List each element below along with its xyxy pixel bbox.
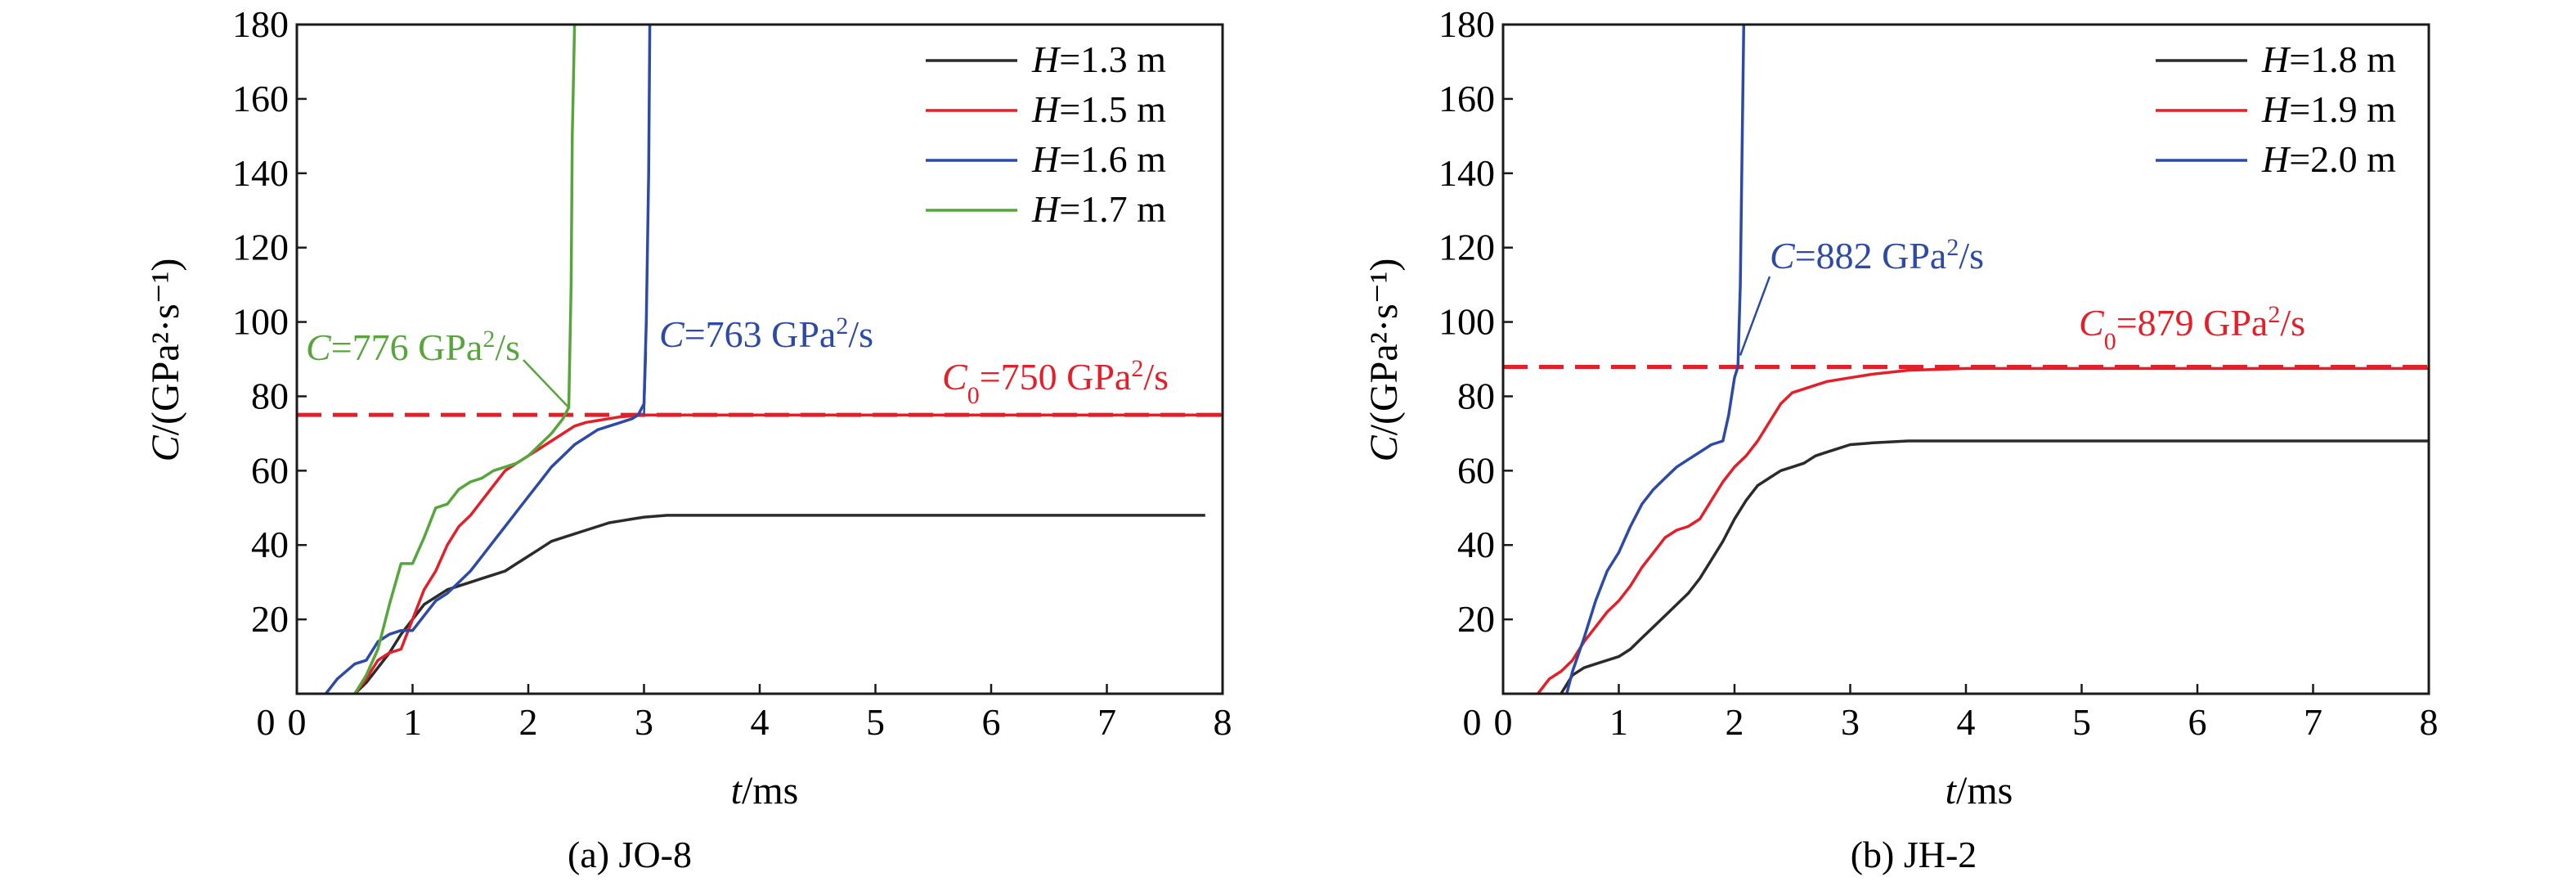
x-tick-label: 3 <box>1841 701 1860 743</box>
y-tick-label: 120 <box>232 227 289 268</box>
annotation-c-882: C=882 GPa2/s <box>1770 234 1984 277</box>
y-tick-label: 100 <box>1438 301 1495 343</box>
x-tick-label: 4 <box>751 701 770 743</box>
legend-label: H=1.6 m <box>1031 138 1166 180</box>
x-axis-label: t/ms <box>731 769 799 812</box>
y-tick-label: 160 <box>1438 78 1495 119</box>
chart-panel-b: t/ms C/(GPa²·s⁻¹) (b) JH-2 C=882 GPa2/s … <box>1362 3 2439 875</box>
annotation-c0-879: C0=879 GPa2/s <box>2079 301 2305 355</box>
x-tick-label: 1 <box>403 701 422 743</box>
y-tick-label: 80 <box>251 375 289 416</box>
annotation-leader <box>523 359 570 408</box>
y-tick-label: 20 <box>251 598 289 640</box>
x-tick-label: 8 <box>1214 701 1232 743</box>
series-line-2 <box>1537 367 2429 695</box>
x-tick-label: 6 <box>2188 701 2207 743</box>
y-axis-label: C/(GPa²·s⁻¹) <box>144 259 187 462</box>
y-tick-label: 180 <box>1438 3 1495 45</box>
y-tick-label: 80 <box>1457 375 1495 416</box>
y-tick-label: 140 <box>1438 152 1495 194</box>
y-origin-label: 0 <box>1463 701 1482 743</box>
x-axis-label: t/ms <box>1945 769 2013 812</box>
x-tick-label: 3 <box>635 701 653 743</box>
annotation-leader <box>643 351 648 416</box>
series-line-3 <box>325 24 652 695</box>
legend-label: H=1.7 m <box>1031 188 1166 230</box>
legend-label: H=1.3 m <box>1031 38 1166 80</box>
x-tick-label: 4 <box>1957 701 1976 743</box>
x-tick-label: 8 <box>2420 701 2439 743</box>
y-tick-label: 100 <box>232 301 289 343</box>
chart-caption: (a) JO-8 <box>568 834 692 875</box>
plot-frame <box>295 23 1224 695</box>
annotation-leader <box>1739 276 1771 356</box>
x-tick-label: 2 <box>519 701 538 743</box>
legend-label: H=1.9 m <box>2261 88 2396 130</box>
y-tick-label: 60 <box>251 449 289 491</box>
series-line-1 <box>1560 439 2429 695</box>
x-tick-label: 0 <box>288 701 307 743</box>
series-line-1 <box>353 514 1205 695</box>
y-tick-label: 40 <box>1457 524 1495 565</box>
legend-label: H=2.0 m <box>2261 138 2396 180</box>
x-tick-label: 7 <box>2304 701 2322 743</box>
chart-caption: (b) JH-2 <box>1851 834 1977 875</box>
plot-frame <box>1501 23 2430 695</box>
x-tick-label: 5 <box>866 701 885 743</box>
annotation-c-776: C=776 GPa2/s <box>306 326 520 369</box>
y-tick-label: 40 <box>251 524 289 565</box>
chart-panel-a: t/ms C/(GPa²·s⁻¹) (a) JO-8 C=776 GPa2/s … <box>144 3 1232 875</box>
x-tick-label: 6 <box>982 701 1001 743</box>
y-origin-label: 0 <box>257 701 276 743</box>
series-line-4 <box>353 24 577 695</box>
y-tick-label: 160 <box>232 78 289 119</box>
x-tick-label: 5 <box>2072 701 2091 743</box>
x-tick-label: 7 <box>1097 701 1116 743</box>
y-tick-label: 60 <box>1457 449 1495 491</box>
x-tick-label: 0 <box>1494 701 1513 743</box>
x-tick-label: 2 <box>1726 701 1744 743</box>
y-axis-label: C/(GPa²·s⁻¹) <box>1362 259 1406 462</box>
annotation-c-763: C=763 GPa2/s <box>659 313 873 356</box>
y-tick-label: 140 <box>232 152 289 194</box>
y-tick-label: 180 <box>232 3 289 45</box>
x-tick-label: 1 <box>1609 701 1628 743</box>
legend-label: H=1.8 m <box>2261 38 2396 80</box>
y-tick-label: 20 <box>1457 598 1495 640</box>
annotation-c0-750: C0=750 GPa2/s <box>942 355 1169 409</box>
legend-label: H=1.5 m <box>1031 88 1166 130</box>
series-line-3 <box>1565 24 1746 695</box>
y-tick-label: 120 <box>1438 227 1495 268</box>
